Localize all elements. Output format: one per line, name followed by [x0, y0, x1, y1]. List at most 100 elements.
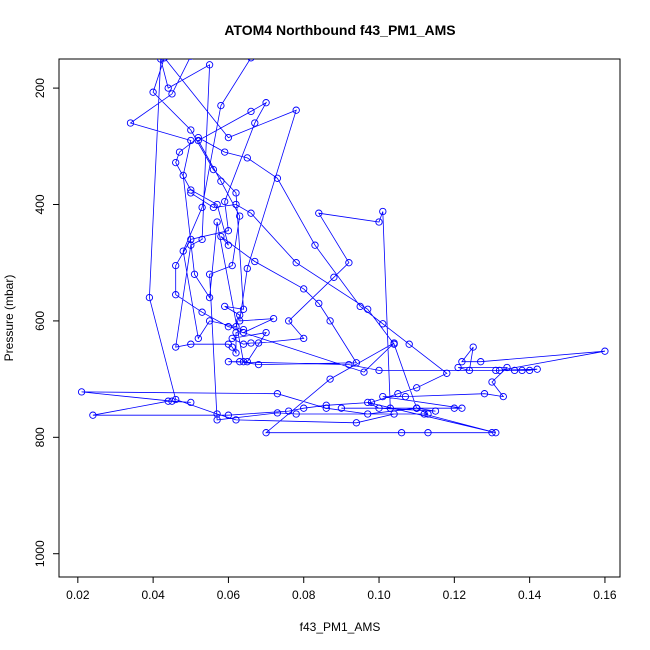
data-point: [221, 148, 229, 156]
data-point: [525, 366, 534, 375]
data-point: [89, 411, 97, 419]
data-point: [232, 349, 240, 357]
data-point: [352, 359, 361, 367]
data-point: [495, 366, 504, 375]
data-point: [364, 305, 372, 313]
data-point: [254, 339, 263, 347]
plot-area: [58, 58, 621, 578]
data-point: [273, 390, 282, 398]
data-point: [390, 340, 398, 348]
data-point: [262, 429, 270, 437]
data-point: [379, 320, 387, 328]
data-point: [172, 395, 180, 404]
data-point: [292, 410, 300, 418]
data-point: [247, 339, 255, 347]
data-point: [601, 347, 609, 355]
data-point: [322, 401, 330, 409]
data-point: [330, 273, 338, 281]
data-point: [224, 133, 233, 142]
x-tick-label: 0.10: [367, 588, 391, 602]
data-point: [213, 416, 221, 424]
data-point: [77, 388, 86, 396]
data-point: [469, 343, 477, 351]
x-tick-label: 0.04: [141, 588, 165, 602]
data-point: [311, 241, 319, 249]
data-point: [217, 177, 225, 185]
data-point: [187, 136, 195, 145]
data-point: [394, 390, 402, 398]
data-point: [232, 328, 240, 337]
data-point: [224, 411, 233, 419]
data-point: [224, 358, 233, 366]
x-tick-label: 0.02: [66, 588, 90, 602]
data-point: [179, 171, 187, 180]
data-point: [209, 203, 218, 212]
y-axis-label: Pressure (mbar): [2, 275, 16, 362]
data-point: [175, 148, 184, 156]
data-point: [292, 106, 300, 114]
data-point: [205, 317, 214, 325]
data-point: [345, 259, 353, 267]
data-point: [232, 323, 240, 331]
data-point: [194, 334, 202, 343]
data-point: [172, 291, 180, 299]
data-point: [247, 59, 255, 62]
data-point: [168, 397, 176, 405]
y-tick-label: 400: [33, 194, 47, 214]
x-tick-label: 0.12: [443, 588, 467, 602]
data-point: [160, 59, 168, 62]
data-point: [243, 154, 251, 162]
data-point: [492, 429, 500, 437]
data-point: [194, 133, 202, 142]
data-point: [450, 404, 458, 412]
data-point: [213, 410, 221, 418]
data-point: [217, 101, 225, 110]
data-point: [232, 189, 240, 197]
data-point: [443, 369, 451, 377]
data-point: [315, 299, 323, 308]
data-point: [187, 340, 195, 348]
data-point: [352, 419, 361, 427]
data-point: [379, 207, 387, 216]
data-point: [401, 392, 410, 401]
y-tick-label: 1000: [33, 540, 47, 567]
data-point: [187, 235, 195, 244]
data-point: [187, 126, 195, 134]
data-point: [221, 302, 229, 311]
data-point: [228, 261, 236, 270]
data-point: [224, 241, 233, 249]
data-point: [465, 366, 474, 375]
data-point: [243, 358, 251, 366]
data-point: [164, 84, 172, 92]
data-point: [239, 328, 248, 337]
data-point: [239, 325, 248, 334]
data-point: [379, 392, 387, 401]
data-point: [228, 334, 236, 343]
x-tick-label: 0.14: [518, 588, 542, 602]
data-point: [322, 404, 330, 412]
data-point: [488, 429, 496, 437]
data-point: [390, 410, 398, 418]
data-point: [326, 317, 334, 325]
data-point: [213, 218, 221, 226]
data-point: [269, 314, 278, 323]
data-point: [262, 328, 270, 337]
data-point: [375, 218, 383, 226]
data-point: [251, 257, 259, 266]
data-point: [285, 317, 293, 325]
data-point: [145, 293, 154, 302]
data-point: [172, 343, 180, 351]
data-point: [236, 317, 244, 325]
data-point: [224, 340, 233, 348]
data-point: [126, 119, 135, 127]
data-point: [454, 363, 462, 372]
data-point: [300, 285, 308, 293]
data-point: [262, 99, 270, 107]
data-point: [188, 59, 194, 60]
data-point: [315, 209, 323, 217]
data-point: [458, 358, 466, 366]
data-point: [424, 410, 432, 418]
data-point: [480, 390, 489, 398]
x-tick-label: 0.08: [292, 588, 316, 602]
